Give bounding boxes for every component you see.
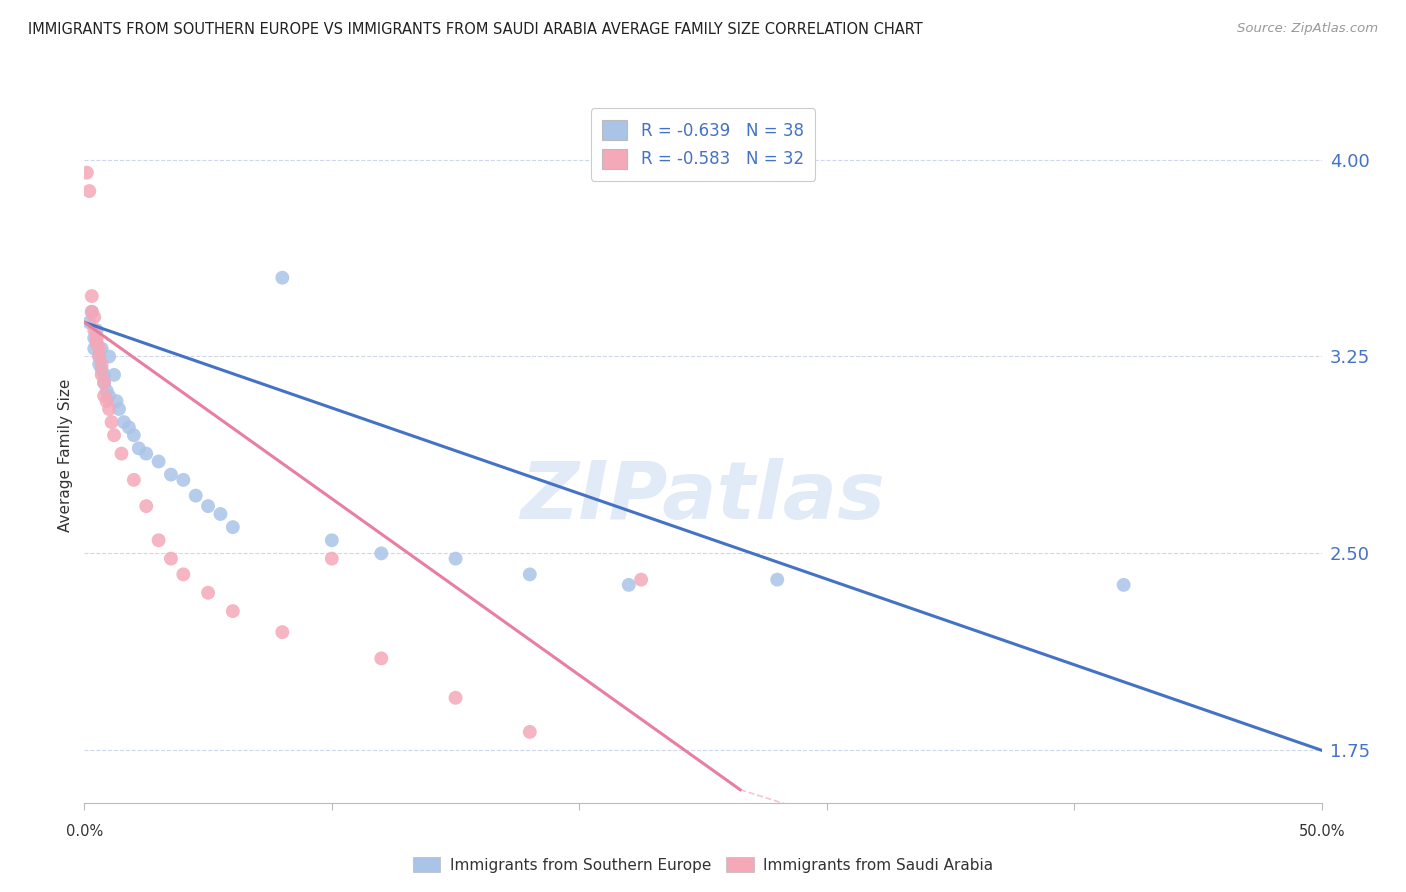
Point: [370, 651, 392, 665]
Point: [617, 578, 640, 592]
Point: [86, 331, 108, 345]
Point: [100, 415, 122, 429]
Point: [79, 184, 101, 198]
Point: [135, 447, 157, 461]
Point: [80, 289, 103, 303]
Point: [122, 428, 145, 442]
Point: [80, 305, 103, 319]
Point: [184, 489, 207, 503]
Point: [122, 473, 145, 487]
Point: [112, 415, 135, 429]
Point: [519, 725, 541, 739]
Point: [103, 368, 125, 382]
Point: [222, 604, 245, 618]
Point: [89, 350, 111, 364]
Point: [98, 389, 121, 403]
Point: [76, 166, 98, 180]
Point: [93, 376, 115, 390]
Point: [90, 368, 112, 382]
Point: [766, 573, 789, 587]
Point: [172, 473, 194, 487]
Legend: Immigrants from Southern Europe, Immigrants from Saudi Arabia: Immigrants from Southern Europe, Immigra…: [406, 850, 1000, 879]
Text: 50.0%: 50.0%: [1298, 824, 1346, 838]
Point: [96, 384, 118, 398]
Point: [89, 350, 111, 364]
Point: [321, 533, 343, 548]
Point: [83, 323, 105, 337]
Point: [86, 336, 108, 351]
Point: [197, 586, 219, 600]
Point: [444, 551, 467, 566]
Point: [197, 499, 219, 513]
Point: [160, 551, 183, 566]
Point: [108, 401, 131, 416]
Point: [519, 567, 541, 582]
Point: [93, 368, 115, 382]
Point: [86, 323, 108, 337]
Point: [83, 310, 105, 324]
Point: [110, 447, 132, 461]
Text: ZIPatlas: ZIPatlas: [520, 458, 886, 536]
Point: [89, 357, 111, 371]
Point: [128, 442, 150, 456]
Point: [135, 499, 157, 513]
Point: [90, 357, 112, 371]
Point: [118, 420, 141, 434]
Point: [105, 394, 128, 409]
Point: [148, 454, 170, 468]
Point: [370, 546, 392, 560]
Text: 0.0%: 0.0%: [66, 824, 103, 838]
Point: [630, 573, 652, 587]
Point: [90, 362, 112, 376]
Point: [222, 520, 245, 534]
Point: [1112, 578, 1135, 592]
Point: [80, 305, 103, 319]
Text: Source: ZipAtlas.com: Source: ZipAtlas.com: [1237, 22, 1378, 36]
Point: [83, 331, 105, 345]
Y-axis label: Average Family Size: Average Family Size: [58, 378, 73, 532]
Point: [89, 342, 111, 356]
Text: IMMIGRANTS FROM SOUTHERN EUROPE VS IMMIGRANTS FROM SAUDI ARABIA AVERAGE FAMILY S: IMMIGRANTS FROM SOUTHERN EUROPE VS IMMIG…: [28, 22, 922, 37]
Point: [148, 533, 170, 548]
Point: [83, 342, 105, 356]
Point: [103, 428, 125, 442]
Point: [160, 467, 183, 482]
Point: [79, 315, 101, 329]
Point: [172, 567, 194, 582]
Point: [96, 394, 118, 409]
Point: [90, 342, 112, 356]
Point: [98, 401, 121, 416]
Point: [271, 625, 294, 640]
Point: [93, 376, 115, 390]
Point: [93, 389, 115, 403]
Point: [98, 350, 121, 364]
Point: [86, 336, 108, 351]
Point: [271, 270, 294, 285]
Point: [321, 551, 343, 566]
Point: [209, 507, 232, 521]
Point: [444, 690, 467, 705]
